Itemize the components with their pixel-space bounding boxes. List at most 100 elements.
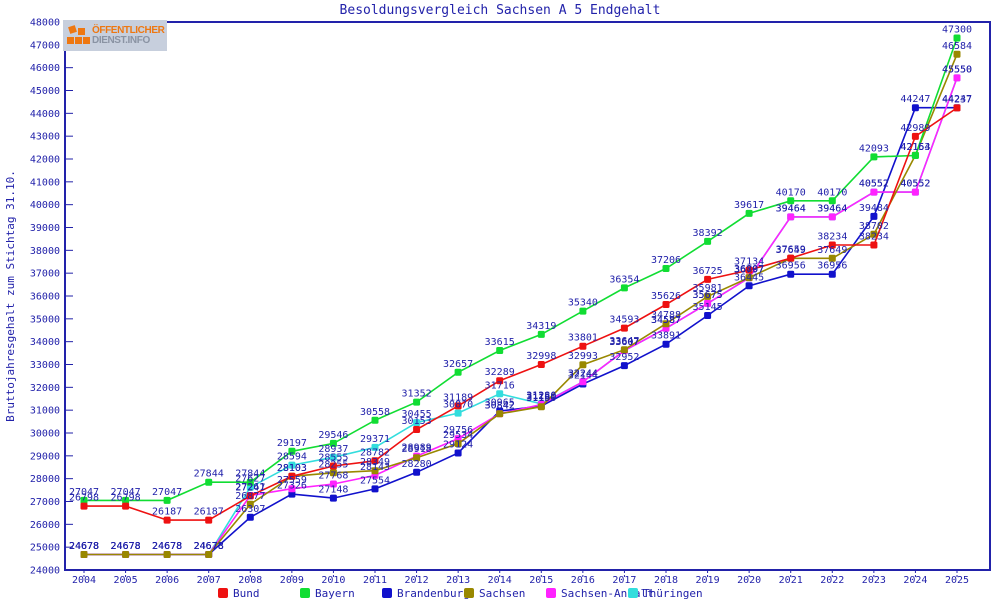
svg-text:29534: 29534: [443, 430, 473, 441]
svg-text:24678: 24678: [152, 541, 182, 552]
legend-marker-icon: [382, 588, 392, 598]
svg-text:30455: 30455: [402, 409, 432, 420]
svg-text:24678: 24678: [69, 541, 99, 552]
series-labels-Sachsen: 24678 24678 24678 24678 26877 28103 28255 28349…: [69, 41, 972, 552]
svg-text:27148: 27148: [318, 485, 348, 496]
svg-text:32952: 32952: [609, 352, 639, 363]
series-labels-Sachsen-Anhalt: 24678 24678 24678 24678 27261 27559 27768 28143…: [69, 64, 972, 552]
legend-label: Thüringen: [643, 586, 703, 600]
svg-text:28280: 28280: [402, 459, 432, 470]
svg-text:33607: 33607: [609, 337, 639, 348]
series-line-Bund: [84, 107, 958, 521]
svg-text:35675: 35675: [693, 290, 723, 301]
svg-text:46000: 46000: [30, 63, 60, 74]
svg-text:29756: 29756: [443, 425, 473, 436]
svg-text:26187: 26187: [194, 507, 224, 518]
svg-text:31180: 31180: [526, 393, 556, 404]
svg-text:30842: 30842: [485, 400, 515, 411]
svg-text:40000: 40000: [30, 200, 60, 211]
svg-text:24678: 24678: [111, 541, 141, 552]
legend-marker-icon: [300, 588, 310, 598]
svg-text:2011: 2011: [363, 575, 387, 586]
svg-text:28918: 28918: [402, 444, 432, 455]
svg-text:2006: 2006: [155, 575, 179, 586]
svg-text:28555: 28555: [318, 453, 348, 464]
svg-text:37649: 37649: [817, 245, 847, 256]
svg-text:46584: 46584: [942, 41, 972, 52]
series-line-Bayern: [84, 37, 958, 502]
series-markers-Sachsen-Anhalt: [80, 74, 961, 558]
series-line-Brandenburg: [84, 106, 957, 556]
y-axis: 24000 25000 26000 27000 28000 29000 30000 31000…: [30, 18, 73, 577]
svg-text:36956: 36956: [817, 261, 847, 272]
legend-marker-icon: [218, 588, 228, 598]
svg-text:45550: 45550: [942, 64, 972, 75]
legend-label: Bayern: [315, 586, 355, 600]
legend-item-sachsen: Sachsen: [464, 587, 525, 600]
svg-text:24678: 24678: [152, 541, 182, 552]
svg-text:40170: 40170: [817, 187, 847, 198]
svg-text:30870: 30870: [443, 400, 473, 411]
svg-text:36797: 36797: [734, 264, 764, 275]
svg-text:27844: 27844: [235, 469, 265, 480]
svg-text:2010: 2010: [321, 575, 345, 586]
svg-text:29000: 29000: [30, 451, 60, 462]
svg-text:37649: 37649: [776, 245, 806, 256]
svg-text:31716: 31716: [485, 380, 515, 391]
svg-text:27559: 27559: [277, 475, 307, 486]
svg-text:39464: 39464: [817, 203, 847, 214]
legend-item-bund: Bund: [218, 587, 260, 600]
svg-text:36354: 36354: [609, 274, 639, 285]
svg-text:31352: 31352: [402, 389, 432, 400]
legend-marker-icon: [546, 588, 556, 598]
svg-text:40552: 40552: [900, 179, 930, 190]
svg-text:24678: 24678: [111, 541, 141, 552]
svg-text:37134: 37134: [734, 257, 764, 268]
svg-text:24678: 24678: [152, 541, 182, 552]
svg-text:26187: 26187: [152, 507, 182, 518]
svg-text:26000: 26000: [30, 520, 60, 531]
svg-text:39484: 39484: [859, 203, 889, 214]
svg-text:35626: 35626: [651, 291, 681, 302]
svg-text:2021: 2021: [779, 575, 803, 586]
svg-text:32244: 32244: [568, 368, 598, 379]
svg-text:24678: 24678: [69, 541, 99, 552]
svg-text:36807: 36807: [734, 264, 764, 275]
svg-text:26877: 26877: [235, 491, 265, 502]
svg-text:29124: 29124: [443, 440, 473, 451]
svg-text:27047: 27047: [111, 487, 141, 498]
svg-text:27844: 27844: [194, 469, 224, 480]
svg-text:2017: 2017: [612, 575, 636, 586]
svg-text:32244: 32244: [568, 368, 598, 379]
svg-text:36956: 36956: [776, 261, 806, 272]
svg-text:42989: 42989: [900, 123, 930, 134]
svg-text:38702: 38702: [859, 221, 889, 232]
svg-text:44247: 44247: [942, 94, 972, 105]
svg-text:2020: 2020: [737, 575, 761, 586]
svg-text:2014: 2014: [488, 575, 512, 586]
series-labels-Bayern: 27047 27047 27047 27844 27844 29197 29546 30558…: [69, 25, 972, 498]
svg-text:33891: 33891: [651, 331, 681, 342]
svg-text:31000: 31000: [30, 406, 60, 417]
svg-text:27768: 27768: [318, 471, 348, 482]
svg-text:28143: 28143: [360, 462, 390, 473]
svg-text:34593: 34593: [609, 315, 639, 326]
svg-text:32998: 32998: [526, 351, 556, 362]
svg-text:33647: 33647: [609, 336, 639, 347]
svg-text:35340: 35340: [568, 298, 598, 309]
svg-text:24678: 24678: [111, 541, 141, 552]
series-markers-Bund: [80, 104, 961, 524]
svg-text:26307: 26307: [235, 504, 265, 515]
svg-text:35675: 35675: [693, 290, 723, 301]
site-logo[interactable]: ÖFFENTLICHER DIENST.INFO: [63, 20, 167, 51]
svg-text:38234: 38234: [859, 232, 889, 243]
svg-text:30153: 30153: [402, 416, 432, 427]
svg-text:27047: 27047: [69, 487, 99, 498]
svg-text:28937: 28937: [318, 444, 348, 455]
series-labels-Thüringen: 24678 24678 24678 24678 27627 28594 28937 29371…: [69, 64, 972, 552]
svg-text:26798: 26798: [111, 493, 141, 504]
svg-text:45000: 45000: [30, 86, 60, 97]
svg-text:32144: 32144: [568, 371, 598, 382]
svg-text:24678: 24678: [69, 541, 99, 552]
svg-text:24678: 24678: [194, 541, 224, 552]
